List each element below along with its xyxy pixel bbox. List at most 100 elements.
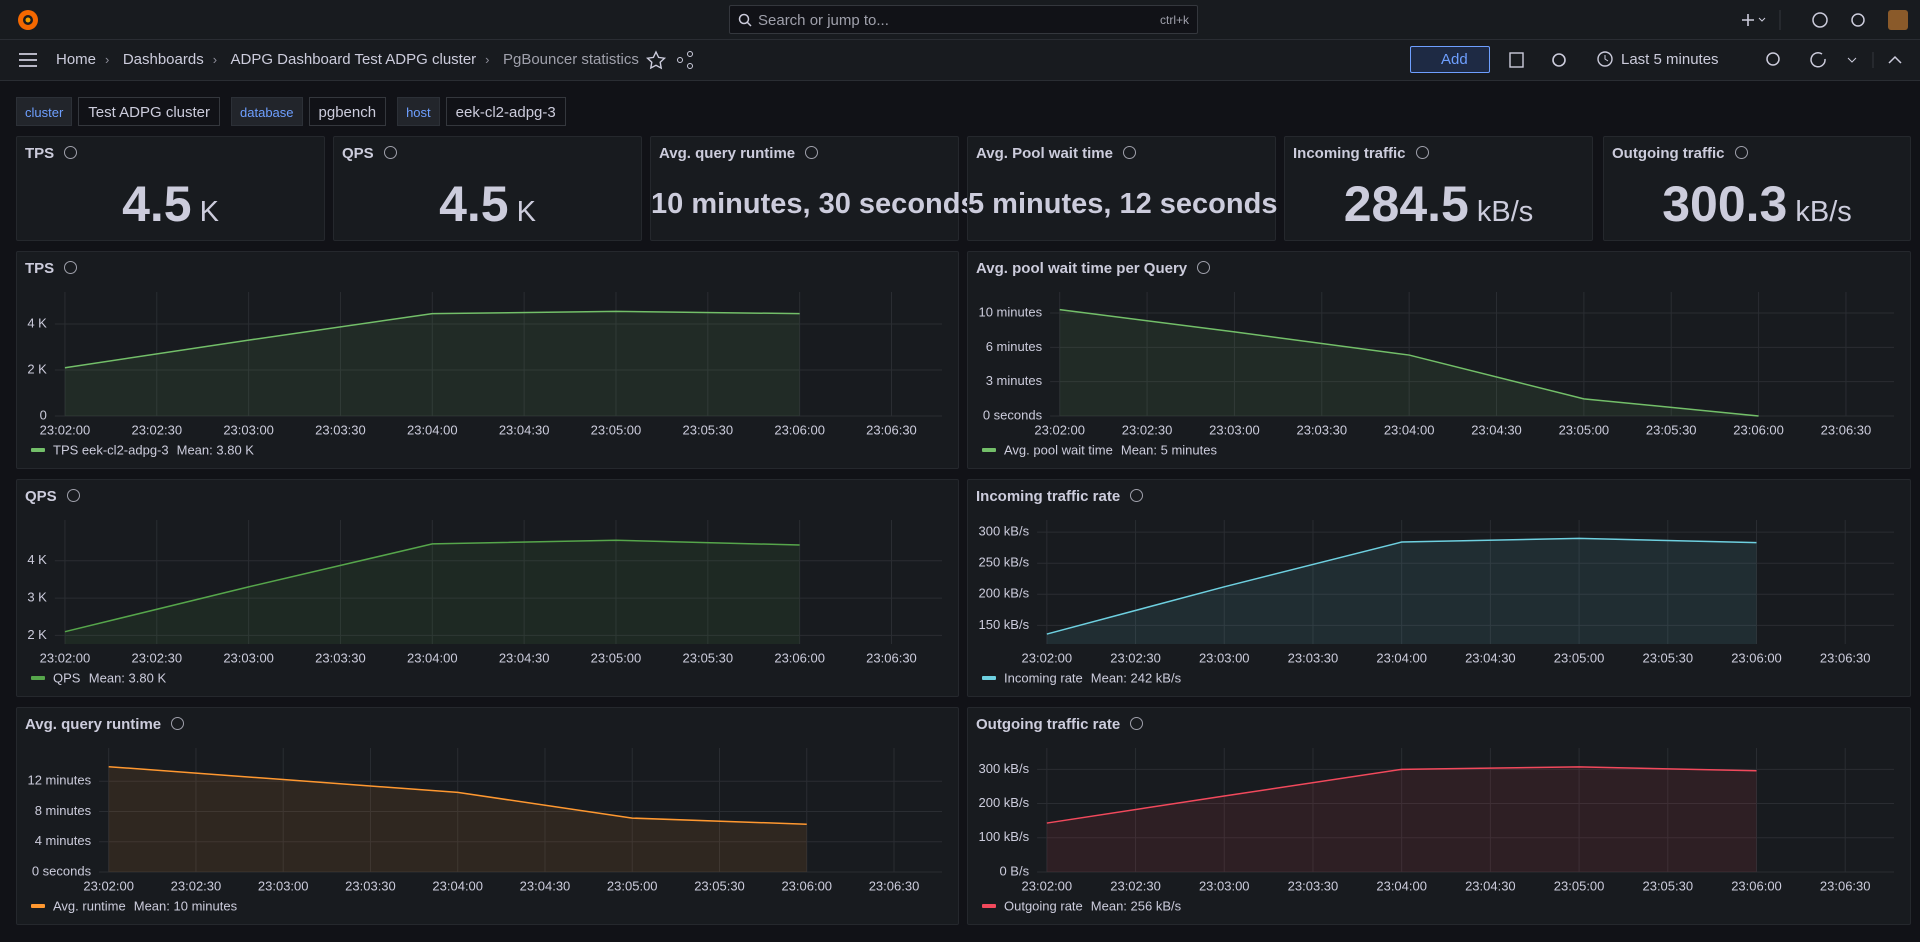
legend-value: Mean: 5 minutes <box>1121 442 1218 457</box>
x-tick-label: 23:05:30 <box>683 422 734 437</box>
x-tick-label: 23:02:00 <box>1034 422 1085 437</box>
x-tick-label: 23:03:30 <box>315 422 366 437</box>
x-tick-label: 23:02:30 <box>1122 422 1173 437</box>
y-tick-label: 8 minutes <box>35 803 92 818</box>
x-tick-label: 23:04:30 <box>499 422 550 437</box>
y-tick-label: 2 K <box>27 361 47 376</box>
save-settings-icons[interactable] <box>1508 50 1568 70</box>
x-tick-label: 23:05:30 <box>1646 422 1697 437</box>
chart: 0 B/s 100 kB/s 200 kB/s 300 kB/s 23:02:00 23:… <box>978 748 1894 913</box>
panel-title: Avg. query runtime <box>659 145 819 162</box>
x-tick-label: 23:02:00 <box>83 878 134 893</box>
series-line <box>64 539 800 633</box>
x-tick-label: 23:05:00 <box>1554 878 1605 893</box>
search-shortcut: ctrl+k <box>1159 13 1189 27</box>
legend-name: TPS eek-cl2-adpg-3 <box>53 442 169 457</box>
x-tick-label: 23:04:00 <box>407 650 458 665</box>
legend-name: Avg. runtime <box>53 898 126 913</box>
clock-icon <box>1597 51 1613 67</box>
star-share-icons[interactable] <box>646 50 696 70</box>
y-tick-label: 100 kB/s <box>978 829 1029 844</box>
chart: 0 seconds 3 minutes 6 minutes 10 minutes 23:… <box>978 292 1894 457</box>
x-tick-label: 23:04:30 <box>499 650 550 665</box>
variable-value[interactable]: eek-cl2-adpg-3 <box>445 97 566 126</box>
variable: database pgbench <box>231 97 387 126</box>
y-tick-label: 3 minutes <box>986 373 1043 388</box>
legend-name: Outgoing rate <box>1004 898 1083 913</box>
x-tick-label: 23:06:30 <box>1820 650 1871 665</box>
panel-title: Incoming traffic <box>1293 145 1429 162</box>
title-text: Avg. query runtime <box>659 145 796 162</box>
stat-value: 4.5 K <box>334 179 641 229</box>
info-icon <box>805 146 819 159</box>
x-tick-label: 23:05:00 <box>1554 650 1605 665</box>
chart-panel: QPS 2 K 3 K 4 K 23:02:00 23:02:30 23:03:00 23:0… <box>16 479 959 697</box>
y-tick-label: 4 K <box>27 552 47 567</box>
stat-panel: QPS 4.5 K <box>333 136 642 241</box>
x-tick-label: 23:05:00 <box>607 878 658 893</box>
x-tick-label: 23:04:30 <box>1471 422 1522 437</box>
title-text: TPS <box>25 145 55 162</box>
series-area <box>1046 538 1757 644</box>
variable-value[interactable]: Test ADPG cluster <box>78 97 221 126</box>
stat-panel: Avg. query runtime 10 minutes, 30 seconds <box>650 136 977 241</box>
x-tick-label: 23:04:00 <box>407 422 458 437</box>
y-tick-label: 300 kB/s <box>978 524 1029 539</box>
x-tick-label: 23:04:00 <box>1376 650 1427 665</box>
legend-swatch <box>31 904 45 908</box>
series-area <box>1059 309 1759 416</box>
x-tick-label: 23:06:00 <box>1731 878 1782 893</box>
logo[interactable] <box>16 8 40 32</box>
search-box[interactable]: Search or jump to... ctrl+k <box>729 5 1198 34</box>
panel-title: Outgoing traffic rate <box>976 716 1144 733</box>
y-tick-label: 6 minutes <box>986 339 1043 354</box>
legend-swatch <box>982 448 996 452</box>
y-tick-label: 0 B/s <box>999 863 1029 878</box>
variable-label: database <box>231 97 303 126</box>
x-tick-label: 23:05:30 <box>1642 650 1693 665</box>
y-tick-label: 200 kB/s <box>978 795 1029 810</box>
panel-title: Incoming traffic rate <box>976 488 1144 505</box>
x-tick-label: 23:06:00 <box>1731 650 1782 665</box>
x-tick-label: 23:03:00 <box>223 650 274 665</box>
menu-icon[interactable] <box>18 52 38 68</box>
breadcrumb[interactable]: ADPG Dashboard Test ADPG cluster <box>230 51 477 68</box>
panel-title: QPS <box>342 145 397 162</box>
x-tick-label: 23:02:30 <box>1110 650 1161 665</box>
value-number: 284.5 <box>1343 176 1469 232</box>
legend-value: Mean: 10 minutes <box>134 898 238 913</box>
x-tick-label: 23:04:30 <box>520 878 571 893</box>
title-text: Avg. pool wait time per Query <box>976 260 1188 277</box>
series-area <box>64 540 800 644</box>
x-tick-label: 23:03:00 <box>1199 878 1250 893</box>
breadcrumb[interactable]: Home <box>56 51 97 68</box>
panel-title: Outgoing traffic <box>1612 145 1748 162</box>
x-tick-label: 23:03:00 <box>1199 650 1250 665</box>
y-tick-label: 0 <box>40 407 47 422</box>
chart: 0 2 K 4 K 23:02:00 23:02:30 23:03:00 23:03:30 2… <box>27 292 942 457</box>
top-icons[interactable] <box>1740 8 1910 32</box>
x-tick-label: 23:04:30 <box>1465 878 1516 893</box>
y-tick-label: 0 seconds <box>32 863 92 878</box>
x-tick-label: 23:03:30 <box>345 878 396 893</box>
legend-swatch <box>982 904 996 908</box>
stat-panel: TPS 4.5 K <box>16 136 325 241</box>
y-tick-label: 250 kB/s <box>978 555 1029 570</box>
y-tick-label: 10 minutes <box>978 304 1042 319</box>
x-tick-label: 23:06:30 <box>1820 878 1871 893</box>
y-tick-label: 2 K <box>27 627 47 642</box>
x-tick-label: 23:02:00 <box>40 422 91 437</box>
add-button[interactable]: Add <box>1410 46 1490 73</box>
time-range[interactable]: Last 5 minutes <box>1621 51 1719 68</box>
x-tick-label: 23:02:00 <box>1022 878 1073 893</box>
breadcrumb[interactable]: Dashboards <box>122 51 204 68</box>
series-area <box>64 311 800 416</box>
y-tick-label: 4 K <box>27 315 47 330</box>
panel-title: Avg. Pool wait time <box>976 145 1136 162</box>
variable-label: cluster <box>16 97 73 126</box>
info-icon <box>64 261 78 274</box>
legend-swatch <box>31 676 45 680</box>
title-text: Avg. Pool wait time <box>976 145 1113 162</box>
variable-value[interactable]: pgbench <box>308 97 387 126</box>
time-icons[interactable] <box>1760 50 1910 70</box>
